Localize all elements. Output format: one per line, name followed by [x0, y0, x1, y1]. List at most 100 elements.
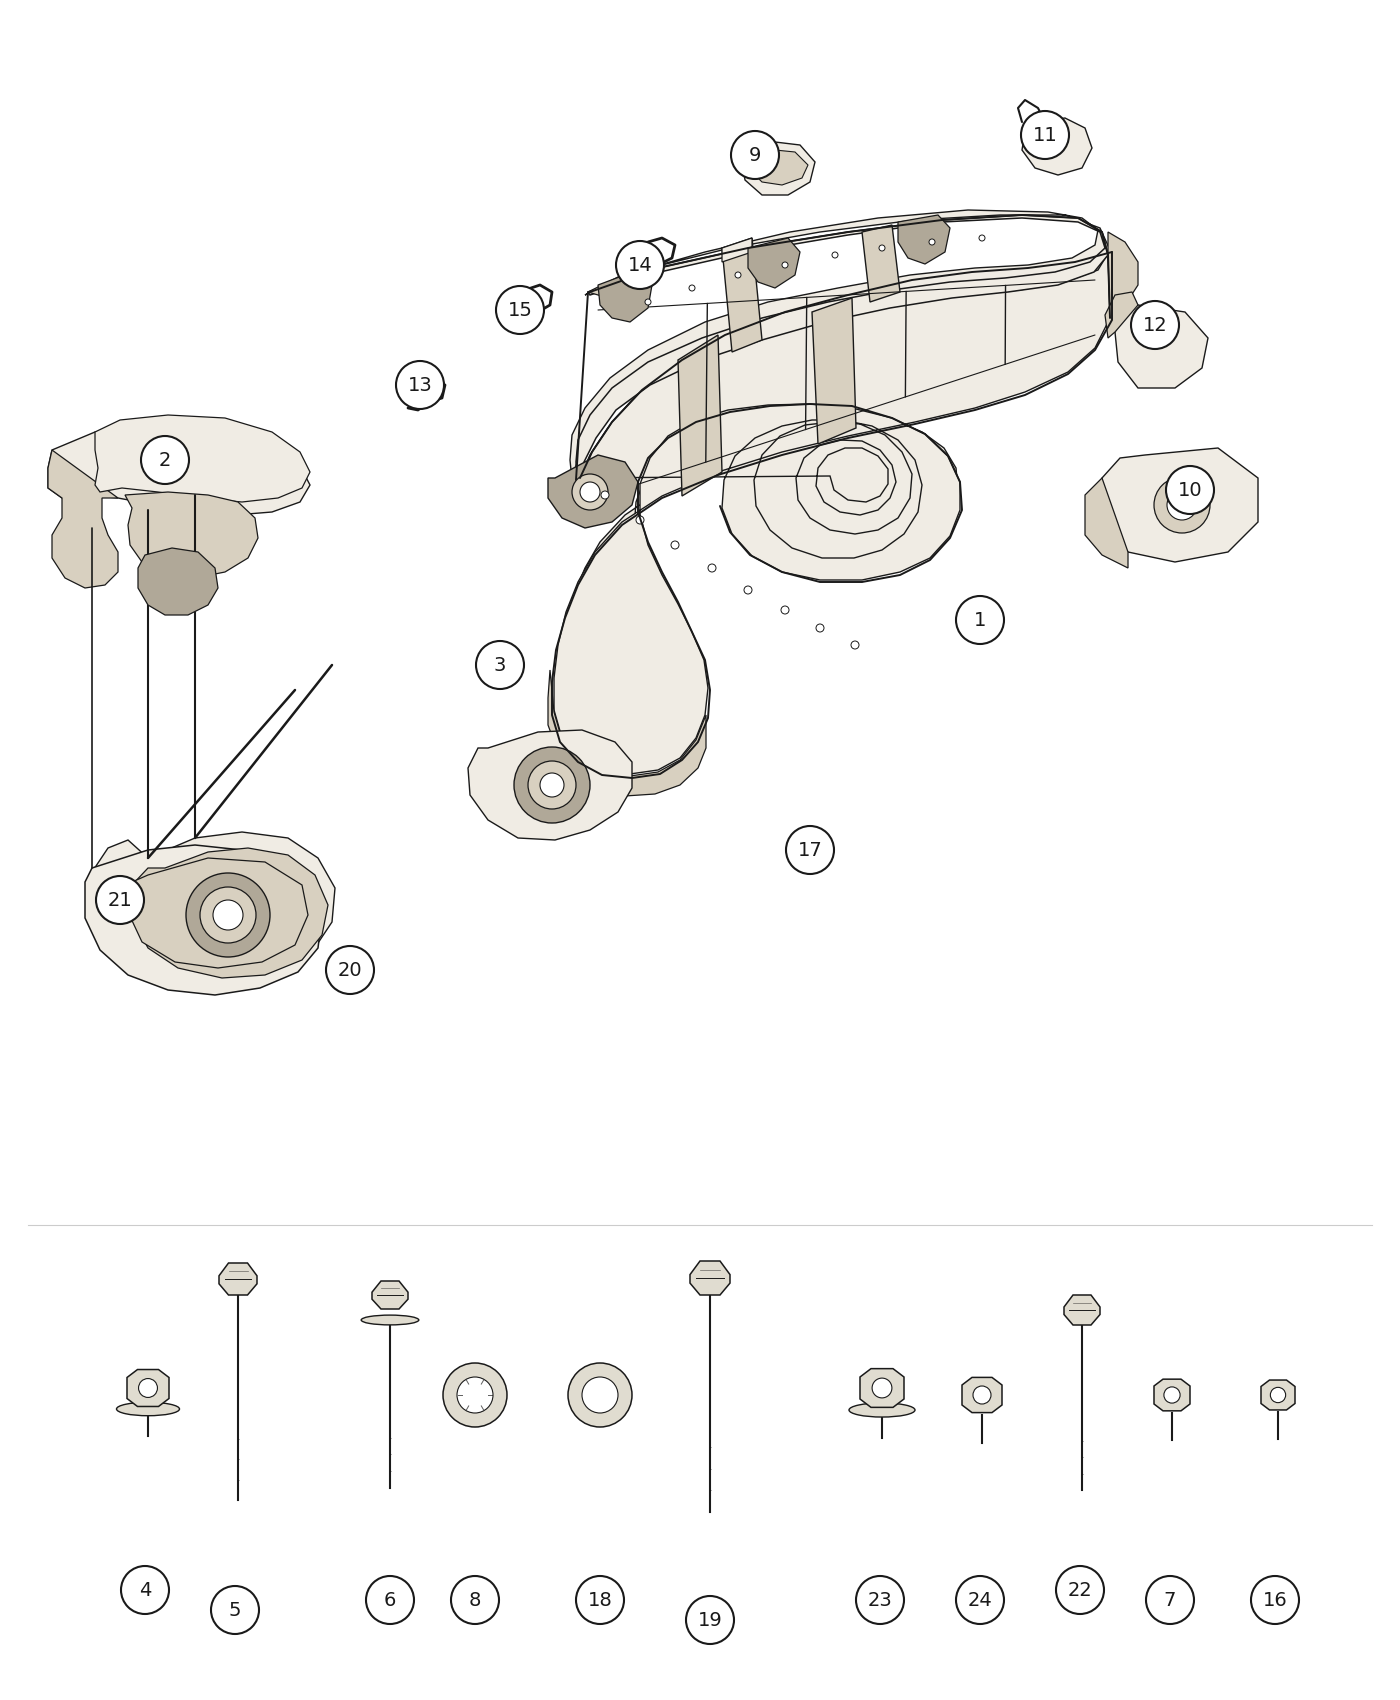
Circle shape [973, 1386, 991, 1404]
Polygon shape [85, 845, 322, 994]
Circle shape [141, 435, 189, 484]
Circle shape [139, 1379, 157, 1397]
Circle shape [326, 945, 374, 994]
Polygon shape [48, 450, 118, 588]
Circle shape [1163, 1387, 1180, 1402]
Text: 20: 20 [337, 960, 363, 979]
Circle shape [1021, 110, 1070, 160]
Polygon shape [750, 150, 808, 185]
Text: 23: 23 [868, 1591, 892, 1610]
Circle shape [496, 286, 545, 333]
Circle shape [1168, 490, 1197, 520]
Polygon shape [897, 214, 951, 264]
Circle shape [1056, 1566, 1105, 1613]
Circle shape [801, 840, 819, 857]
Polygon shape [1114, 304, 1208, 388]
Circle shape [476, 641, 524, 688]
Polygon shape [742, 143, 815, 196]
Polygon shape [748, 238, 799, 287]
Polygon shape [218, 1263, 258, 1295]
Circle shape [575, 1576, 624, 1624]
Circle shape [451, 1576, 498, 1624]
Circle shape [1270, 1387, 1285, 1402]
Text: 12: 12 [1142, 316, 1168, 335]
Circle shape [956, 1576, 1004, 1624]
Polygon shape [812, 298, 855, 444]
Polygon shape [1064, 1295, 1100, 1324]
Text: 17: 17 [798, 840, 822, 860]
Ellipse shape [116, 1402, 179, 1416]
Circle shape [855, 1576, 904, 1624]
Polygon shape [48, 425, 309, 515]
Circle shape [200, 887, 256, 944]
Polygon shape [127, 858, 308, 967]
Text: 24: 24 [967, 1591, 993, 1610]
Polygon shape [962, 1377, 1002, 1413]
Polygon shape [1022, 117, 1092, 175]
Circle shape [930, 240, 935, 245]
Polygon shape [547, 456, 638, 529]
Polygon shape [132, 848, 328, 977]
Text: 22: 22 [1068, 1581, 1092, 1600]
Circle shape [582, 1377, 617, 1413]
Text: 4: 4 [139, 1581, 151, 1600]
Polygon shape [1154, 1379, 1190, 1411]
Circle shape [645, 299, 651, 304]
Circle shape [671, 541, 679, 549]
Text: 7: 7 [1163, 1591, 1176, 1610]
Polygon shape [575, 214, 1107, 483]
Circle shape [689, 286, 694, 291]
Text: 6: 6 [384, 1591, 396, 1610]
Polygon shape [570, 211, 1110, 479]
Text: 15: 15 [508, 301, 532, 320]
Text: 9: 9 [749, 146, 762, 165]
Text: 5: 5 [228, 1600, 241, 1620]
Circle shape [616, 241, 664, 289]
Text: 19: 19 [697, 1610, 722, 1630]
Polygon shape [95, 415, 309, 502]
Polygon shape [678, 335, 722, 496]
Polygon shape [690, 1261, 729, 1295]
Circle shape [1147, 1576, 1194, 1624]
Polygon shape [372, 1282, 407, 1309]
Circle shape [601, 491, 609, 500]
Text: 13: 13 [407, 376, 433, 394]
Text: 2: 2 [158, 450, 171, 469]
Circle shape [540, 774, 564, 797]
Ellipse shape [848, 1402, 916, 1418]
Circle shape [743, 586, 752, 593]
Polygon shape [127, 1370, 169, 1406]
Circle shape [1154, 478, 1210, 534]
Polygon shape [860, 1368, 904, 1408]
Text: 21: 21 [108, 891, 133, 910]
Circle shape [456, 1377, 493, 1413]
Circle shape [1252, 1576, 1299, 1624]
Circle shape [97, 876, 144, 925]
Text: 18: 18 [588, 1591, 612, 1610]
Text: 14: 14 [627, 255, 652, 274]
Circle shape [213, 899, 244, 930]
Polygon shape [862, 224, 900, 303]
Circle shape [851, 641, 860, 649]
Circle shape [365, 1576, 414, 1624]
Circle shape [832, 252, 839, 258]
Circle shape [1131, 301, 1179, 348]
Polygon shape [547, 670, 706, 796]
Circle shape [781, 605, 790, 614]
Circle shape [785, 826, 834, 874]
Text: 16: 16 [1263, 1591, 1288, 1610]
Circle shape [580, 483, 601, 502]
Circle shape [686, 1596, 734, 1644]
Text: 11: 11 [1033, 126, 1057, 144]
Circle shape [783, 262, 788, 269]
Circle shape [956, 597, 1004, 644]
Polygon shape [722, 238, 762, 352]
Circle shape [636, 517, 644, 524]
Text: 8: 8 [469, 1591, 482, 1610]
Text: 1: 1 [974, 610, 986, 629]
Polygon shape [1261, 1380, 1295, 1409]
Circle shape [573, 474, 608, 510]
Circle shape [120, 1566, 169, 1613]
Polygon shape [588, 275, 648, 299]
Polygon shape [139, 547, 218, 615]
